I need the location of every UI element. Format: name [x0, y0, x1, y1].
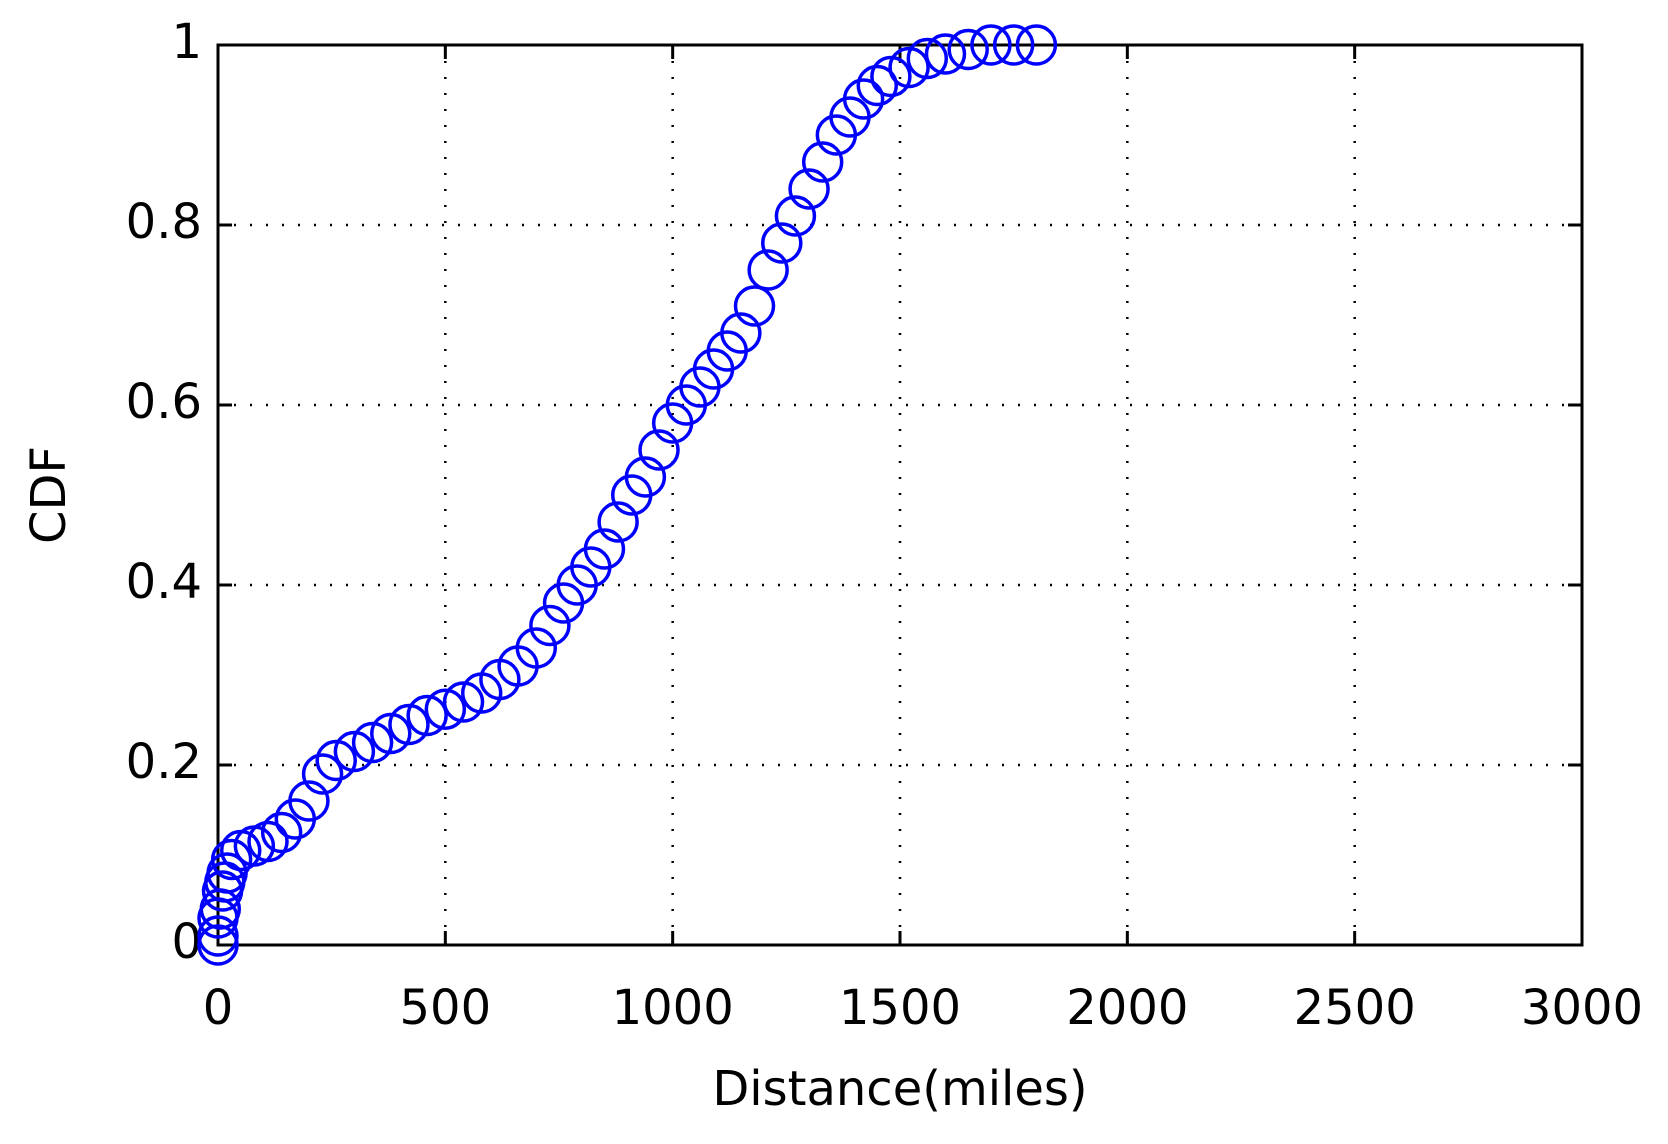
point	[970, 24, 1012, 66]
point	[597, 501, 639, 543]
point	[906, 37, 949, 80]
point	[515, 627, 558, 669]
y-tick-label: 0	[171, 914, 202, 970]
point	[924, 33, 967, 75]
point	[424, 688, 467, 730]
point	[351, 721, 394, 764]
point	[442, 681, 485, 723]
point	[301, 753, 344, 795]
point	[315, 739, 357, 782]
point	[842, 78, 885, 120]
y-tick-label: 0.6	[126, 374, 202, 430]
point	[992, 24, 1035, 66]
x-tick-label: 2000	[1066, 980, 1188, 1036]
x-axis-label: Distance(miles)	[712, 1061, 1087, 1117]
point	[638, 429, 680, 471]
point	[288, 780, 330, 822]
point	[801, 141, 844, 183]
point	[947, 28, 989, 71]
point	[388, 703, 430, 746]
point	[720, 312, 762, 354]
y-axis-label: CDF	[21, 446, 77, 544]
point	[197, 915, 239, 957]
point	[333, 730, 376, 773]
y-tick-label: 0.2	[126, 734, 202, 790]
x-tick-label: 3000	[1521, 980, 1643, 1036]
point	[856, 64, 899, 107]
point	[406, 694, 448, 737]
point	[370, 712, 412, 755]
x-tick-label: 0	[203, 980, 234, 1036]
point	[1015, 24, 1058, 66]
x-tick-label: 500	[400, 980, 492, 1036]
point	[733, 285, 776, 327]
point	[774, 195, 817, 237]
point	[247, 820, 289, 863]
point	[761, 222, 803, 264]
point	[870, 55, 912, 98]
point	[529, 604, 571, 647]
point	[747, 249, 789, 291]
point	[788, 168, 830, 210]
x-tick-label: 1000	[612, 980, 734, 1036]
plot-frame	[216, 43, 1584, 947]
point	[260, 811, 303, 854]
y-tick-label: 0.4	[126, 554, 202, 610]
y-tick-label: 1	[171, 14, 202, 70]
x-tick-label: 2500	[1294, 980, 1416, 1036]
y-tick-label: 0.8	[126, 194, 202, 250]
point	[210, 838, 253, 881]
x-tick-label: 1500	[839, 980, 961, 1036]
point	[888, 46, 930, 89]
point	[583, 528, 626, 570]
point	[624, 456, 667, 498]
point	[197, 924, 239, 966]
